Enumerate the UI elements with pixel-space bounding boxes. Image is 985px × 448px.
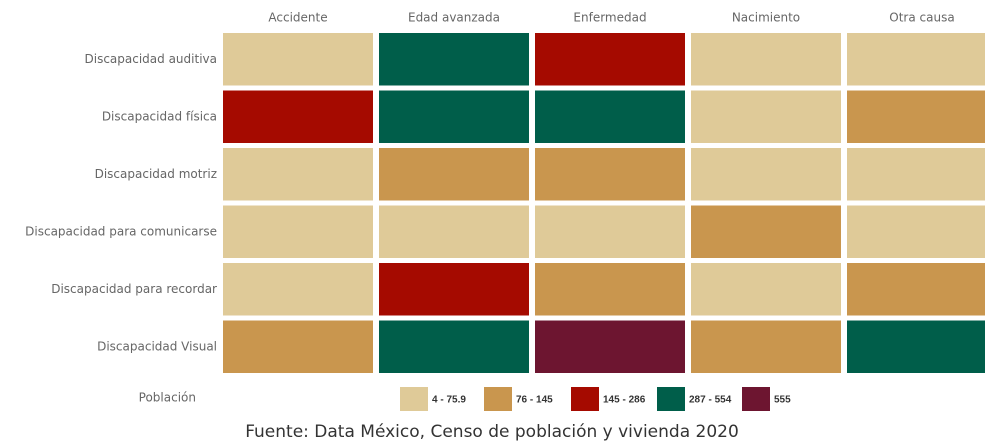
cell <box>223 148 373 201</box>
cell <box>847 205 985 258</box>
legend-label: 555 <box>774 395 791 406</box>
legend-swatch <box>484 387 512 411</box>
cell <box>847 148 985 201</box>
cell <box>379 33 529 86</box>
row-label: Discapacidad física <box>102 109 217 123</box>
row-label: Discapacidad motriz <box>95 167 217 181</box>
legend-swatch <box>657 387 685 411</box>
cell <box>223 90 373 143</box>
source: Fuente: Data México, Censo de población … <box>245 422 739 442</box>
legend-label: 4 - 75.9 <box>432 395 466 406</box>
cell <box>379 320 529 373</box>
cell <box>223 33 373 86</box>
legend-title: Población <box>139 391 196 405</box>
row-label: Discapacidad para recordar <box>51 282 217 296</box>
column-label: Edad avanzada <box>408 11 500 25</box>
cell <box>691 205 841 258</box>
cell <box>223 205 373 258</box>
cell <box>379 205 529 258</box>
cell <box>223 320 373 373</box>
legend-swatch <box>742 387 770 411</box>
column-label: Nacimiento <box>732 11 800 25</box>
cell <box>691 320 841 373</box>
cell <box>535 33 685 86</box>
legend-label: 145 - 286 <box>603 395 646 406</box>
cell <box>847 90 985 143</box>
cell <box>535 205 685 258</box>
cell <box>691 263 841 316</box>
cell <box>691 33 841 86</box>
row-label: Discapacidad auditiva <box>85 52 218 66</box>
cell <box>691 90 841 143</box>
cell <box>535 320 685 373</box>
legend-swatch <box>571 387 599 411</box>
cell <box>379 148 529 201</box>
row-label: Discapacidad para comunicarse <box>25 224 217 238</box>
row-label: Discapacidad Visual <box>97 339 217 353</box>
column-label: Accidente <box>268 11 327 25</box>
legend-label: 76 - 145 <box>516 395 553 406</box>
legend-swatch <box>400 387 428 411</box>
column-label: Otra causa <box>889 11 954 25</box>
legend-label: 287 - 554 <box>689 395 732 406</box>
cell <box>379 263 529 316</box>
column-label: Enfermedad <box>573 11 646 25</box>
cell <box>379 90 529 143</box>
cell <box>847 33 985 86</box>
cell <box>535 90 685 143</box>
cell <box>535 148 685 201</box>
cell <box>535 263 685 316</box>
cell <box>691 148 841 201</box>
cell <box>847 320 985 373</box>
cell <box>223 263 373 316</box>
cell <box>847 263 985 316</box>
